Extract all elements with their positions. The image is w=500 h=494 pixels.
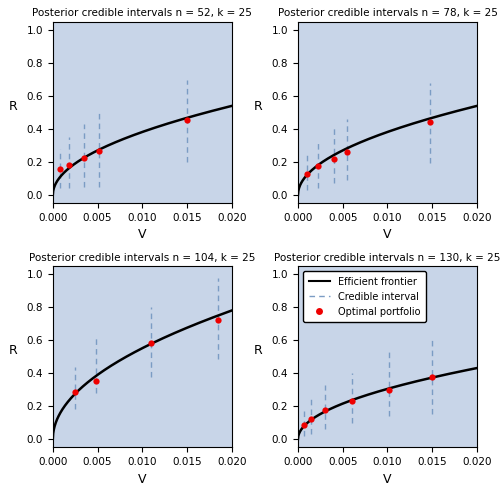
Y-axis label: R: R: [8, 344, 17, 357]
Legend: Efficient frontier, Credible interval, Optimal portfolio: Efficient frontier, Credible interval, O…: [303, 271, 426, 323]
X-axis label: V: V: [138, 473, 146, 486]
X-axis label: V: V: [383, 228, 392, 242]
Title: Posterior credible intervals n = 78, k = 25: Posterior credible intervals n = 78, k =…: [278, 8, 498, 18]
Y-axis label: R: R: [254, 344, 262, 357]
Title: Posterior credible intervals n = 130, k = 25: Posterior credible intervals n = 130, k …: [274, 252, 500, 262]
Y-axis label: R: R: [8, 99, 17, 113]
X-axis label: V: V: [138, 228, 146, 242]
Title: Posterior credible intervals n = 52, k = 25: Posterior credible intervals n = 52, k =…: [32, 8, 252, 18]
Y-axis label: R: R: [254, 99, 262, 113]
Title: Posterior credible intervals n = 104, k = 25: Posterior credible intervals n = 104, k …: [29, 252, 256, 262]
X-axis label: V: V: [383, 473, 392, 486]
